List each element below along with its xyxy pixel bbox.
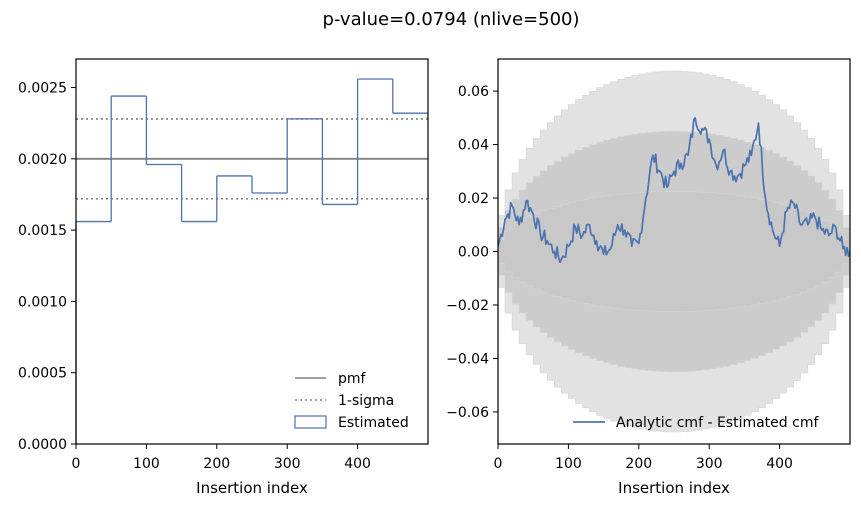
y-tick-label: 0.0025 <box>18 81 67 97</box>
band-1-sigma <box>498 191 850 312</box>
y-tick-label: −0.06 <box>446 405 489 421</box>
legend-pmf-label: pmf <box>338 371 367 387</box>
x-tick-label: 300 <box>696 456 723 472</box>
x-tick-label: 400 <box>766 456 793 472</box>
left-legend: pmf 1-sigma Estimated <box>294 371 409 431</box>
y-tick-label: −0.02 <box>446 298 489 314</box>
x-tick-label: 400 <box>344 456 371 472</box>
left-chart: 0.0000 0.0005 0.0010 0.0015 0.0020 0.0025 0 10… <box>18 58 429 497</box>
y-tick-label: 0.06 <box>458 84 489 100</box>
legend-estimated-label: Estimated <box>338 415 409 431</box>
y-tick-label: 0.0015 <box>18 223 67 239</box>
right-y-axis: 0.06 0.04 0.02 0.00 −0.02 −0.04 −0.06 <box>446 84 498 421</box>
y-tick-label: 0.04 <box>458 138 489 154</box>
x-tick-label: 0 <box>72 456 81 472</box>
y-tick-label: −0.04 <box>446 351 489 367</box>
figure-title: p-value=0.0794 (nlive=500) <box>322 9 579 30</box>
legend-estimated-swatch <box>294 415 327 429</box>
left-plot-area <box>75 78 428 444</box>
x-tick-label: 0 <box>494 456 503 472</box>
left-y-axis: 0.0000 0.0005 0.0010 0.0015 0.0020 0.0025 <box>18 81 76 453</box>
x-tick-label: 100 <box>133 456 160 472</box>
y-tick-label: 0.0000 <box>18 437 67 453</box>
right-chart: 0.06 0.04 0.02 0.00 −0.02 −0.04 −0.06 0 100 200 3… <box>446 58 851 497</box>
y-tick-label: 0.0020 <box>18 152 67 168</box>
right-x-axis: 0 100 200 300 400 <box>494 444 793 472</box>
x-tick-label: 100 <box>555 456 582 472</box>
left-axes-frame <box>75 58 429 445</box>
y-tick-label: 0.0010 <box>18 294 67 310</box>
legend-1-sigma-label: 1-sigma <box>338 393 394 409</box>
legend-cmf-difference-label: Analytic cmf - Estimated cmf <box>616 415 819 431</box>
x-tick-label: 200 <box>625 456 652 472</box>
x-tick-label: 200 <box>203 456 230 472</box>
y-tick-label: 0.0005 <box>18 366 67 382</box>
x-tick-label: 300 <box>274 456 301 472</box>
right-plot-area <box>498 70 850 433</box>
left-x-axis-label: Insertion index <box>196 479 308 497</box>
right-x-axis-label: Insertion index <box>618 479 730 497</box>
left-x-axis: 0 100 200 300 400 <box>72 444 371 472</box>
cmf-difference-line <box>498 116 850 264</box>
y-tick-label: 0.00 <box>458 245 489 261</box>
right-legend: Analytic cmf - Estimated cmf <box>573 415 819 431</box>
y-tick-label: 0.02 <box>458 191 489 207</box>
